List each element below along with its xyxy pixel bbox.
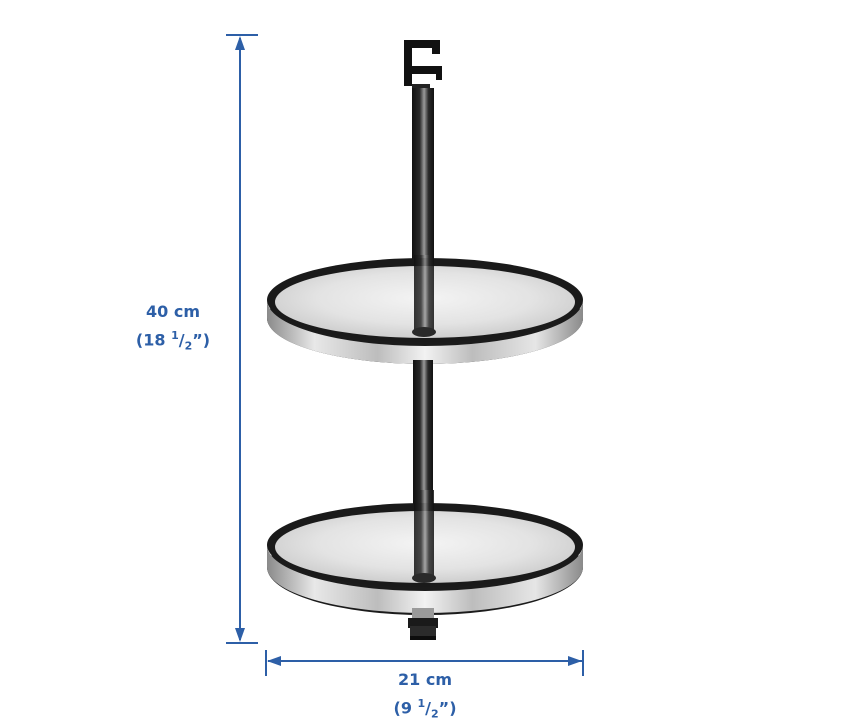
width-label: 21 cm (9 1/2”) xyxy=(370,668,480,727)
height-fraction-num: 1 xyxy=(171,329,179,342)
width-right-arrow xyxy=(568,656,582,666)
width-imperial-close: ”) xyxy=(438,698,457,718)
height-top-arrow xyxy=(235,36,245,50)
hanging-bracket xyxy=(404,40,442,92)
width-fraction-num: 1 xyxy=(417,697,426,710)
height-metric: 40 cm xyxy=(146,302,200,321)
width-imperial: (9 1/2”) xyxy=(393,697,457,721)
height-dimension xyxy=(226,34,258,644)
height-imperial-whole: (18 xyxy=(135,330,172,350)
bottom-pivot xyxy=(408,608,438,640)
width-imperial-whole: (9 xyxy=(393,698,418,718)
lower-tray xyxy=(267,490,583,615)
carousel-illustration xyxy=(267,40,583,640)
height-imperial: (18 1/2”) xyxy=(135,329,211,353)
width-fraction-den: 2 xyxy=(431,707,439,721)
width-left-arrow xyxy=(267,656,281,666)
height-imperial-close: ”) xyxy=(192,330,211,350)
height-label: 40 cm (18 1/2”) xyxy=(118,300,228,359)
height-bottom-arrow xyxy=(235,628,245,642)
width-metric: 21 cm xyxy=(398,670,452,689)
center-pole-middle xyxy=(413,360,433,510)
upper-tray xyxy=(267,255,583,364)
width-dimension xyxy=(265,650,584,676)
height-fraction-den: 2 xyxy=(184,339,193,353)
